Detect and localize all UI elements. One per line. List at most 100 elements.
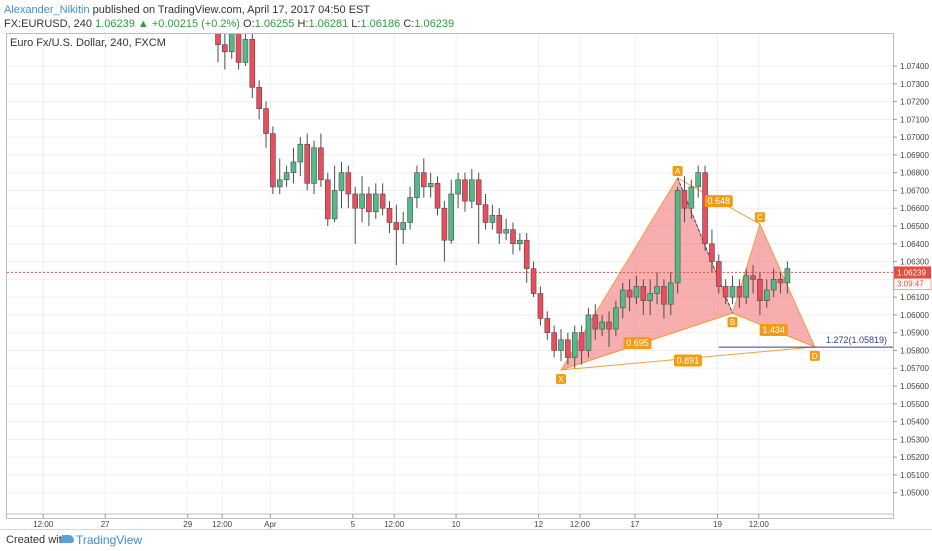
candle-up	[290, 161, 297, 173]
candle-up	[695, 172, 702, 188]
y-tick-label: 1.06000	[900, 311, 929, 320]
author-link[interactable]: Alexander_Nikitin	[4, 4, 90, 16]
symbol-label: Euro Fx/U.S. Dollar, 240, FXCM	[10, 37, 166, 49]
published-text: published on TradingView.com, April 17, …	[92, 4, 371, 16]
candle-down	[249, 39, 256, 88]
y-tick-label: 1.06600	[900, 204, 929, 213]
current-price-label: 1.06239	[897, 268, 926, 277]
ratio-badge	[704, 195, 733, 208]
candle-down	[523, 239, 530, 269]
candle-down	[441, 207, 448, 241]
candle-up	[784, 268, 791, 284]
pattern-point-label-x: X	[558, 375, 564, 384]
pattern-point-label-d: D	[812, 352, 818, 361]
candle-down	[496, 215, 503, 234]
y-tick-label: 1.06300	[900, 258, 929, 267]
candle-down	[757, 279, 763, 301]
candle-down	[324, 179, 331, 220]
candle-up	[599, 321, 605, 330]
pattern-point-badge-a	[672, 166, 683, 176]
candle-down	[366, 193, 372, 213]
candle-up	[331, 190, 338, 220]
candle-up	[297, 143, 304, 163]
y-tick-label: 1.05900	[900, 329, 929, 338]
x-tick-label: 12:00	[570, 520, 591, 529]
y-tick-label: 1.05200	[900, 453, 929, 462]
candle-up	[743, 275, 750, 298]
candle-up	[400, 222, 407, 230]
x-tick-label: 12:00	[384, 520, 405, 529]
y-tick-label: 1.07000	[900, 133, 929, 142]
candle-up	[407, 197, 413, 223]
candle-up	[427, 183, 434, 188]
ratio-badge	[673, 354, 702, 367]
candle-down	[537, 293, 544, 319]
candle-up	[338, 172, 345, 191]
candle-down	[551, 332, 557, 351]
candle-down	[482, 204, 489, 223]
candle-down	[777, 279, 784, 284]
pattern-point-badge-x	[556, 374, 566, 384]
candle-up	[647, 293, 653, 301]
y-tick-label: 1.07400	[900, 62, 929, 71]
candle-up	[283, 172, 290, 181]
candle-up	[414, 172, 420, 198]
candle-down	[544, 318, 551, 333]
pattern-point-badge-b	[727, 317, 738, 328]
y-tick-label: 1.05000	[900, 489, 929, 498]
low-label: L:	[351, 18, 361, 30]
tradingview-link[interactable]: TradingView	[76, 533, 143, 547]
y-tick-label: 1.07200	[900, 98, 929, 107]
pattern-point-label-a: A	[675, 167, 681, 176]
candle-down	[434, 183, 441, 209]
candle-down	[702, 172, 708, 245]
candle-up	[469, 179, 475, 202]
candle-up	[372, 193, 379, 213]
candle-down	[626, 289, 633, 298]
x-tick-label: 17	[630, 520, 639, 529]
x-tick-label: 29	[183, 520, 192, 529]
candle-up	[619, 289, 626, 309]
y-tick-label: 1.05500	[900, 400, 929, 409]
x-tick-label: 27	[101, 520, 110, 529]
candle-down	[722, 286, 729, 298]
candle-down	[565, 339, 571, 358]
candle-down	[592, 314, 599, 330]
candle-down	[386, 207, 393, 223]
candle-down	[270, 133, 276, 188]
y-tick-label: 1.06800	[900, 169, 929, 178]
candle-down	[530, 268, 537, 294]
x-tick-label: 12:00	[212, 520, 233, 529]
candle-down	[263, 108, 269, 134]
x-tick-label: 12:00	[749, 520, 770, 529]
y-tick-label: 1.06700	[900, 186, 929, 195]
candle-down	[318, 147, 324, 181]
pattern-point-label-c: C	[757, 213, 763, 222]
footer: Created with TradingView	[0, 529, 932, 551]
high-value: 1.06281	[308, 18, 349, 30]
close-label: C:	[403, 18, 415, 30]
candle-down	[606, 321, 612, 330]
y-tick-label: 1.06100	[900, 293, 929, 302]
candle-up	[517, 239, 523, 245]
ratio-label: 0.648	[708, 196, 731, 206]
candle-up	[770, 279, 777, 291]
candle-up	[571, 332, 578, 358]
publish-header: Alexander_Nikitin published on TradingVi…	[4, 3, 370, 17]
extension-level-label: 1.272(1.05819)	[826, 335, 887, 345]
x-tick-label: 12	[534, 520, 543, 529]
y-tick-label: 1.05100	[900, 471, 929, 480]
y-tick-label: 1.06900	[900, 151, 929, 160]
candle-up	[613, 307, 619, 330]
candle-up	[688, 186, 695, 209]
candle-down	[750, 275, 756, 280]
candle-up	[489, 215, 496, 223]
candle-up	[455, 179, 461, 195]
candle-down	[420, 172, 427, 188]
candle-up	[674, 190, 681, 284]
y-tick-label: 1.05700	[900, 364, 929, 373]
countdown-tag	[893, 278, 932, 290]
candle-down	[709, 243, 715, 262]
created-with-text: Created with	[6, 534, 68, 546]
